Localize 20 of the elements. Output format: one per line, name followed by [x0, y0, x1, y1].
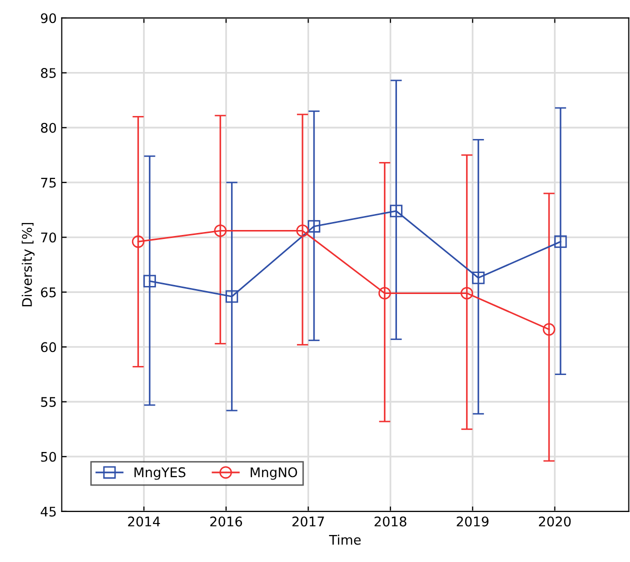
x-tick-label: 2020 [538, 516, 571, 526]
y-tick-label: 55 [41, 397, 56, 407]
y-tick-label: 60 [41, 342, 56, 352]
legend-label: MngYES [134, 467, 186, 480]
y-tick-label: 65 [41, 287, 56, 298]
x-tick-label: 2016 [210, 516, 242, 526]
x-tick-label: 2019 [456, 516, 488, 526]
y-tick-label: 75 [41, 178, 56, 188]
y-axis-title: Diversity [%] [22, 222, 35, 306]
y-tick-label: 70 [41, 232, 56, 242]
y-tick-label: 50 [41, 452, 56, 462]
x-tick-label: 2014 [128, 516, 160, 526]
y-tick-label: 80 [40, 122, 56, 133]
y-tick-label: 85 [40, 68, 56, 78]
x-tick-label: 2018 [374, 516, 406, 526]
y-tick-label: 45 [40, 506, 56, 517]
legend-label: MngNO [250, 467, 298, 480]
y-tick-label: 90 [40, 13, 56, 24]
x-axis-title: Time [329, 534, 361, 545]
x-tick-label: 2017 [292, 516, 324, 526]
